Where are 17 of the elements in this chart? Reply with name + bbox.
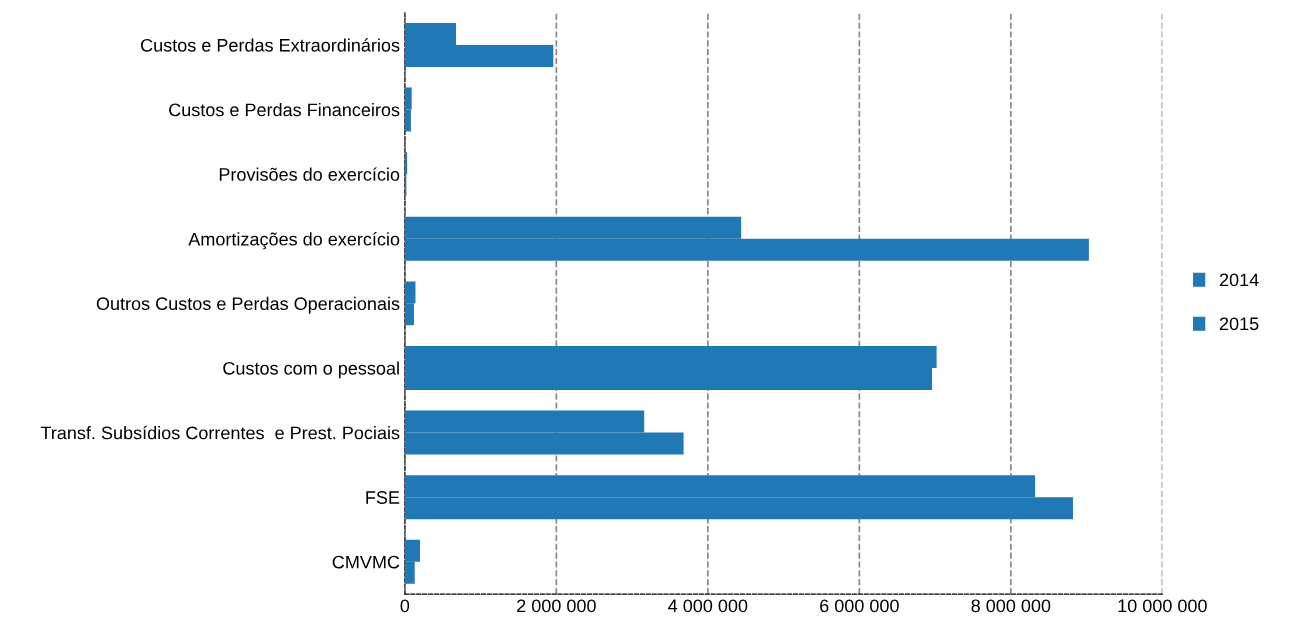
x-tick-label: 8 000 000 [971,599,1051,613]
y-tick-label: Custos com o pessoal [223,361,399,379]
x-tick-label: 0 [400,599,410,613]
x-tick-label: 2 000 000 [517,599,596,613]
y-tick-label: Custos e Perdas Extraordinários [141,38,400,52]
x-tick-label: 4 000 000 [668,599,748,613]
y-tick-label: CMVMC [332,555,400,569]
x-tick-label: 6 000 000 [820,599,899,613]
y-tick-label: Custos e Perdas Financeiros [169,103,400,117]
x-tick-label: 10 000 000 [1118,599,1207,613]
y-tick-label: Transf. Subsídios Correntes e Prest. Pociais [40,425,400,440]
y-tick-label: Outros Custos e Perdas Operacionais [96,296,400,314]
legend-label: 2014 [1219,273,1259,287]
y-tick-label: FSE [366,491,400,504]
legend-label: 2015 [1219,317,1259,331]
y-tick-label: Provisões do exercício [219,167,400,181]
y-tick-label: Amortizações do exercício [188,232,400,250]
